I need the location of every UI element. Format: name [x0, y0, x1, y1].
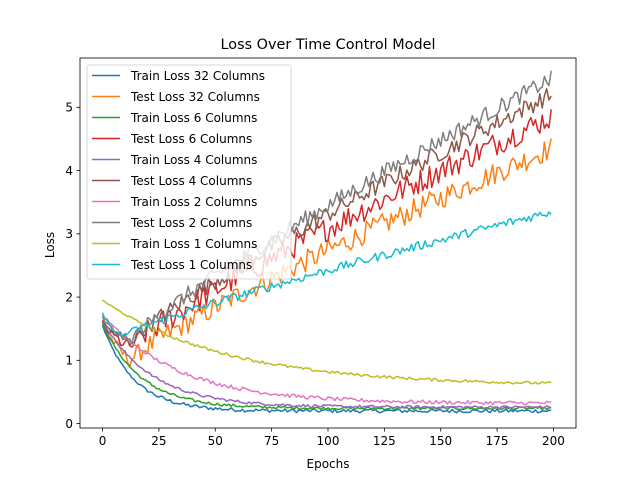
chart-title: Loss Over Time Control Model: [221, 37, 436, 53]
series-line-1: [101, 324, 552, 414]
legend-label: Train Loss 32 Columns: [130, 69, 265, 83]
x-tick-label: 150: [429, 434, 452, 448]
y-tick-label: 0: [65, 417, 73, 431]
legend-label: Train Loss 1 Columns: [130, 237, 257, 251]
x-axis-ticks: 0 25 50 75 100 125 150 175 200: [99, 428, 565, 448]
series-line-9: [102, 299, 552, 385]
x-tick-label: 125: [373, 434, 396, 448]
x-tick-label: 175: [486, 434, 509, 448]
x-tick-label: 75: [264, 434, 279, 448]
x-tick-label: 0: [99, 434, 107, 448]
legend-box: [86, 64, 292, 280]
series-line-2: [101, 138, 552, 368]
legend-label: Test Loss 32 Columns: [130, 90, 260, 104]
y-axis-ticks: 0 1 2 3 4 5: [65, 101, 80, 431]
y-tick-label: 5: [65, 101, 73, 115]
series-line-10: [101, 211, 552, 337]
axes-frame: [79, 57, 577, 429]
legend-label: Test Loss 4 Columns: [130, 174, 252, 188]
y-tick-label: 1: [65, 354, 73, 368]
y-axis-label: Loss: [43, 232, 57, 258]
y-tick-label: 3: [65, 227, 73, 241]
x-tick-label: 50: [208, 434, 223, 448]
x-tick-label: 100: [317, 434, 340, 448]
x-tick-label: 25: [151, 434, 166, 448]
series-line-5: [101, 319, 552, 410]
series-line-7: [101, 314, 552, 406]
legend-label: Test Loss 1 Columns: [130, 258, 252, 272]
series-line-3: [101, 322, 552, 411]
legend-label: Train Loss 4 Columns: [130, 153, 257, 167]
series-line-4: [101, 109, 552, 348]
legend-label: Train Loss 6 Columns: [130, 111, 257, 125]
y-tick-label: 4: [65, 164, 73, 178]
series-line-8: [101, 70, 552, 345]
legend-label: Test Loss 6 Columns: [130, 132, 252, 146]
plot-area: [101, 70, 552, 414]
x-axis-label: Epochs: [307, 457, 350, 471]
legend-label: Train Loss 2 Columns: [130, 195, 257, 209]
legend: Train Loss 32 Columns Test Loss 32 Column…: [86, 64, 292, 280]
y-tick-label: 2: [65, 290, 73, 304]
x-tick-label: 200: [542, 434, 565, 448]
legend-label: Test Loss 2 Columns: [130, 216, 252, 230]
